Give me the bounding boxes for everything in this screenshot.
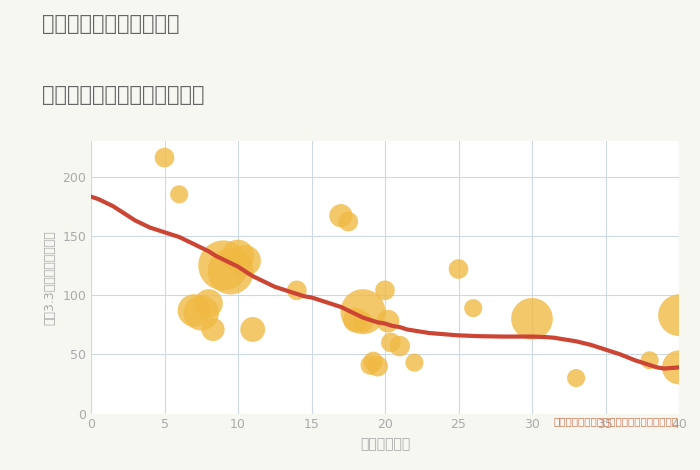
Point bbox=[335, 212, 346, 219]
Y-axis label: 坪（3.3㎡）単価（万円）: 坪（3.3㎡）単価（万円） bbox=[43, 230, 57, 325]
Point bbox=[358, 308, 369, 315]
Text: 築年数別中古マンション価格: 築年数別中古マンション価格 bbox=[42, 85, 204, 105]
Point bbox=[526, 315, 538, 322]
Point bbox=[372, 362, 384, 370]
Point bbox=[188, 307, 199, 314]
Point bbox=[379, 287, 391, 294]
Point bbox=[195, 309, 207, 317]
Point bbox=[673, 364, 685, 371]
Point bbox=[385, 339, 396, 346]
X-axis label: 築年数（年）: 築年数（年） bbox=[360, 437, 410, 451]
Point bbox=[239, 257, 251, 265]
Point bbox=[382, 317, 393, 325]
Point bbox=[350, 316, 361, 324]
Point bbox=[159, 154, 170, 161]
Point bbox=[409, 359, 420, 367]
Point bbox=[247, 326, 258, 333]
Point bbox=[207, 326, 218, 333]
Point bbox=[358, 319, 369, 326]
Point bbox=[225, 267, 237, 275]
Point bbox=[291, 287, 302, 294]
Point bbox=[343, 218, 354, 225]
Text: 円の大きさは、取引のあった物件面積を示す: 円の大きさは、取引のあった物件面積を示す bbox=[554, 416, 679, 426]
Point bbox=[673, 312, 685, 319]
Point bbox=[203, 299, 214, 307]
Point bbox=[174, 190, 185, 198]
Point bbox=[232, 252, 244, 260]
Point bbox=[570, 374, 582, 382]
Point bbox=[394, 342, 405, 350]
Point bbox=[368, 358, 379, 365]
Text: 兵庫県赤穂市さつき町の: 兵庫県赤穂市さつき町の bbox=[42, 14, 179, 34]
Point bbox=[365, 361, 376, 369]
Point bbox=[453, 265, 464, 273]
Point bbox=[468, 305, 479, 312]
Point bbox=[644, 357, 655, 364]
Point bbox=[218, 262, 229, 269]
